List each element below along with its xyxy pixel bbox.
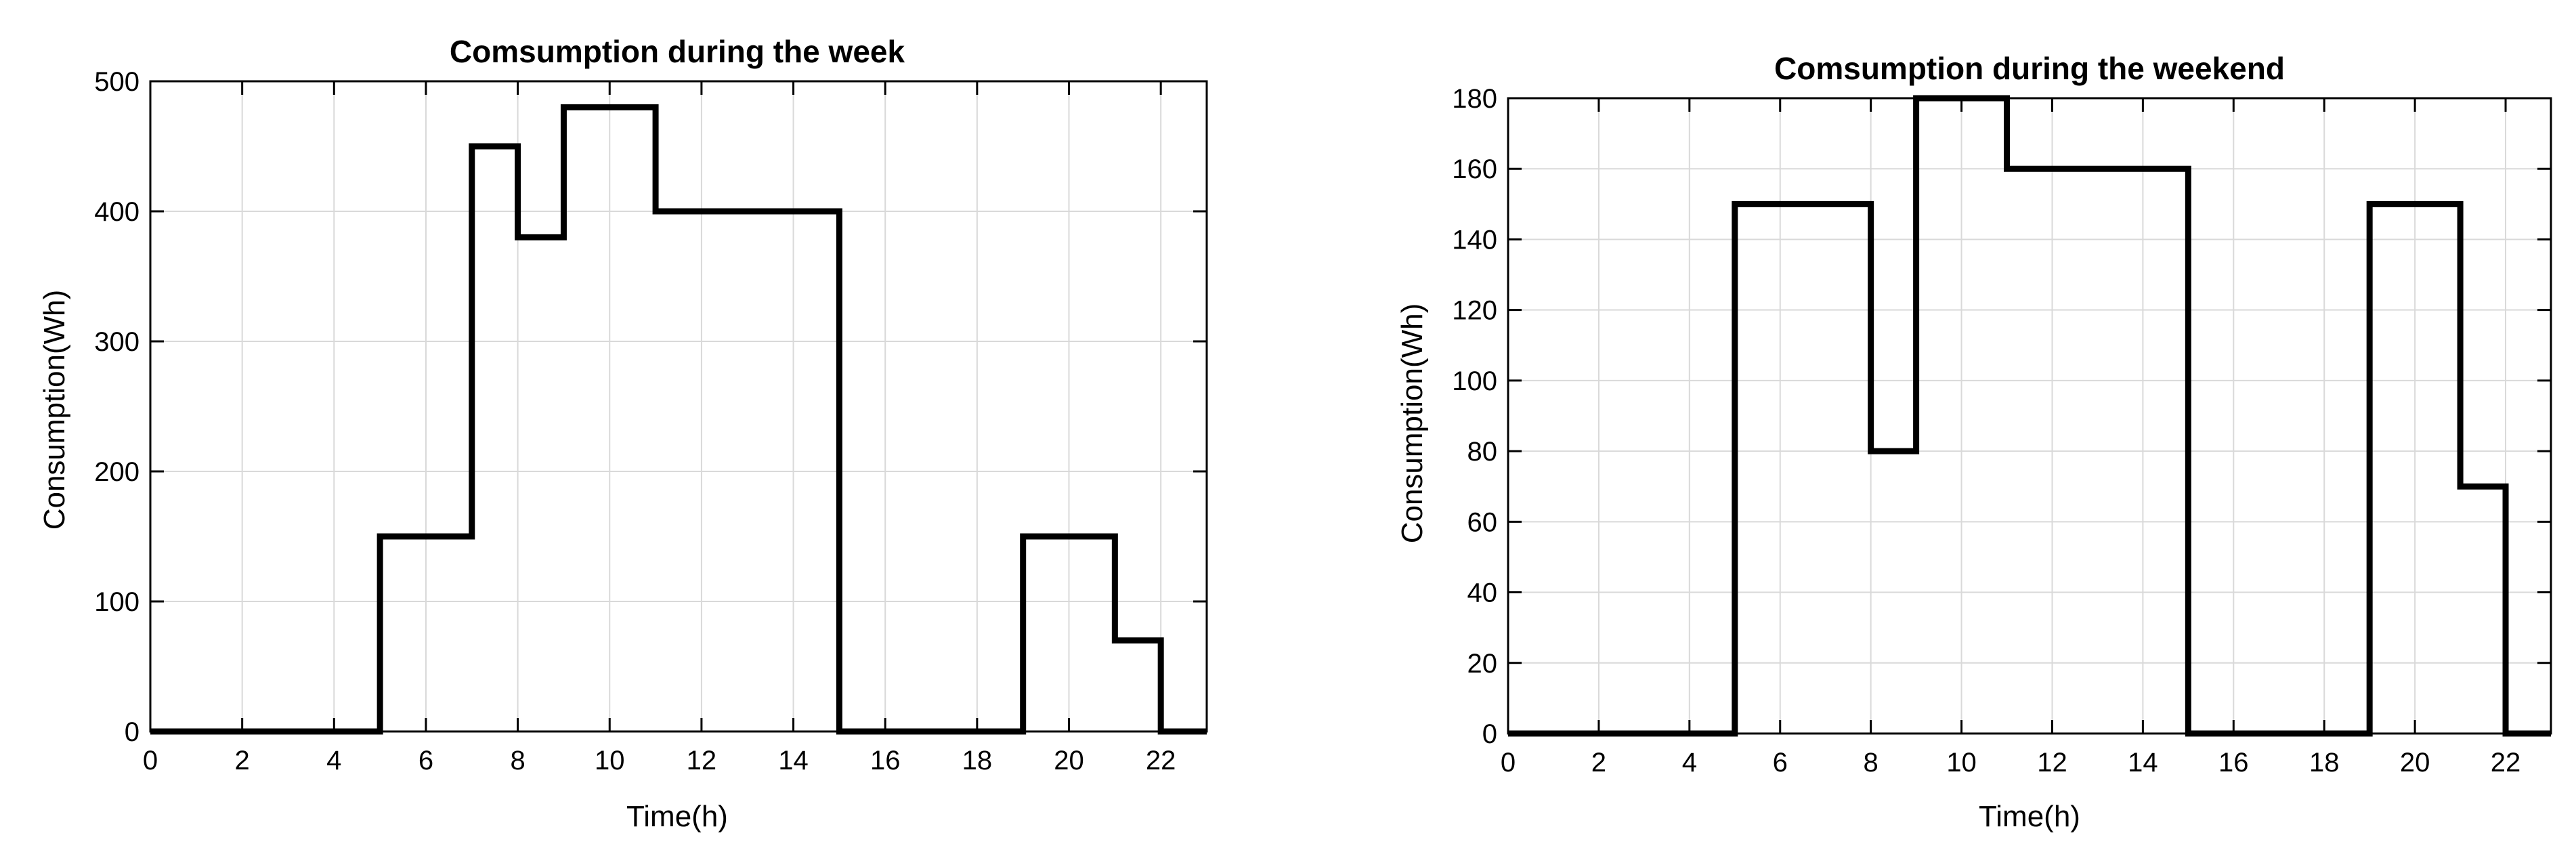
x-tick-label: 2 <box>1591 748 1606 778</box>
x-tick-label: 2 <box>235 746 250 775</box>
x-tick-label: 8 <box>510 746 525 775</box>
x-axis-label: Time(h) <box>1979 800 2080 833</box>
y-tick-label: 0 <box>125 717 139 747</box>
chart-week-svg: Comsumption during the week Time(h) Cons… <box>38 34 1208 833</box>
y-tick-label: 20 <box>1467 649 1498 679</box>
y-tick-label: 500 <box>94 67 139 97</box>
y-tick-label: 0 <box>1482 719 1497 749</box>
y-tick-label: 400 <box>94 197 139 227</box>
x-tick-label: 4 <box>326 746 341 775</box>
y-tick-label: 200 <box>94 457 139 487</box>
plot-frame <box>1507 97 2552 735</box>
x-tick-label: 18 <box>962 746 993 775</box>
x-axis-label: Time(h) <box>626 800 728 833</box>
x-tick-label: 22 <box>1146 746 1176 775</box>
y-tick-label: 140 <box>1452 225 1497 255</box>
plot-area: 0 2 4 6 8 10 12 14 16 18 20 22 0 20 40 60 80 100 120 140 160… <box>1452 84 2552 778</box>
plot-frame <box>149 80 1208 733</box>
x-tick-label: 12 <box>687 746 717 775</box>
x-tick-label: 14 <box>778 746 809 775</box>
chart-weekend: Comsumption during the weekend Time(h) C… <box>1341 0 2576 850</box>
y-tick-label: 120 <box>1452 296 1497 326</box>
x-tick-label: 0 <box>143 746 158 775</box>
x-tick-label: 22 <box>2491 748 2521 778</box>
series-line <box>150 104 1207 735</box>
chart-weekend-svg: Comsumption during the weekend Time(h) C… <box>1396 51 2552 833</box>
y-tick-label: 180 <box>1452 84 1497 114</box>
x-tick-label: 8 <box>1864 748 1879 778</box>
x-tick-label: 16 <box>870 746 901 775</box>
x-tick-label: 10 <box>1946 748 1977 778</box>
x-tick-label: 18 <box>2309 748 2340 778</box>
y-tick-label: 300 <box>94 327 139 357</box>
chart-week: Comsumption during the week Time(h) Cons… <box>0 0 1260 850</box>
series-line <box>1508 95 2551 737</box>
y-tick-label: 60 <box>1467 507 1498 537</box>
x-tick-label: 10 <box>595 746 625 775</box>
y-tick-label: 40 <box>1467 578 1498 608</box>
x-tick-label: 20 <box>2400 748 2430 778</box>
x-tick-label: 16 <box>2218 748 2249 778</box>
x-tick-label: 20 <box>1054 746 1084 775</box>
y-tick-label: 100 <box>1452 366 1497 396</box>
chart-title: Comsumption during the weekend <box>1774 51 2285 86</box>
y-tick-label: 100 <box>94 587 139 617</box>
y-axis-label: Consumption(Wh) <box>38 290 71 530</box>
chart-title: Comsumption during the week <box>450 34 905 69</box>
x-tick-label: 4 <box>1682 748 1697 778</box>
x-tick-label: 12 <box>2037 748 2067 778</box>
x-tick-label: 6 <box>1773 748 1788 778</box>
plot-area: 0 2 4 6 8 10 12 14 16 18 20 22 0 100 200 300 400 500 <box>94 67 1208 775</box>
x-tick-label: 14 <box>2128 748 2158 778</box>
y-axis-label: Consumption(Wh) <box>1396 303 1429 544</box>
y-tick-label: 160 <box>1452 154 1497 184</box>
x-tick-label: 0 <box>1501 748 1516 778</box>
y-tick-label: 80 <box>1467 437 1498 467</box>
x-tick-label: 6 <box>418 746 433 775</box>
